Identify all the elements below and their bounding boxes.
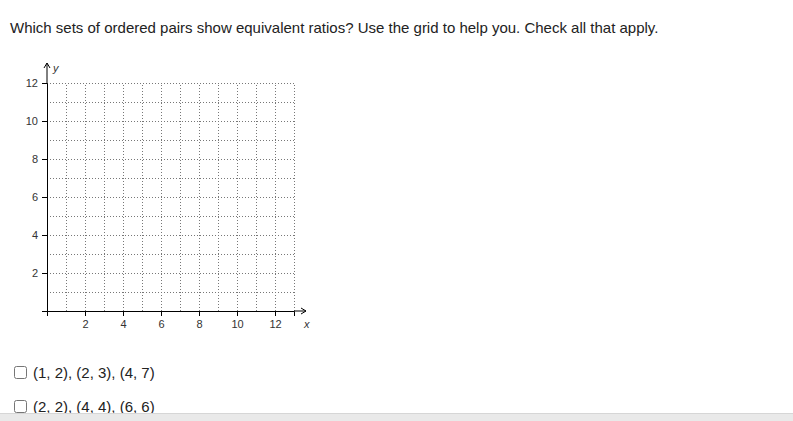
tick: 12 <box>26 77 47 89</box>
tick-label: 12 <box>26 77 38 89</box>
tick-label: 6 <box>32 191 38 203</box>
y-axis: 2 4 6 8 10 12 <box>26 77 48 311</box>
tick-label: 12 <box>269 318 281 330</box>
x-axis-title: x <box>303 318 310 330</box>
x-axis: 2 4 6 8 10 12 <box>48 311 295 330</box>
y-grid-line <box>47 197 294 198</box>
y-minor-grid-line <box>47 140 294 141</box>
tick-label: 2 <box>32 267 38 279</box>
tick: 4 <box>32 229 47 241</box>
tick-mark <box>42 121 47 122</box>
question-text: Which sets of ordered pairs show equival… <box>10 19 658 36</box>
tick-label: 6 <box>158 318 164 330</box>
tick-mark <box>42 235 47 236</box>
tick: 6 <box>158 311 164 330</box>
x-grid-line <box>199 83 200 311</box>
tick-label: 2 <box>82 318 88 330</box>
coordinate-grid: 2 4 6 8 10 12 2 4 6 8 10 12 y x <box>0 0 793 421</box>
tick-mark <box>237 311 238 316</box>
tick-label: 4 <box>120 318 126 330</box>
axis-arrows <box>44 63 306 314</box>
y-grid-line <box>47 121 294 122</box>
tick-label: 4 <box>32 229 38 241</box>
x-minor-grid-line <box>142 83 143 311</box>
axis-line <box>42 84 48 312</box>
y-grid-line <box>47 159 294 160</box>
tick: 8 <box>196 311 202 330</box>
answer-option[interactable]: (1, 2), (2, 3), (4, 7) <box>14 364 155 381</box>
tick: 8 <box>32 153 47 165</box>
x-axis-arrow <box>301 308 306 314</box>
axis-line <box>48 312 295 317</box>
y-minor-grid-line <box>47 102 294 103</box>
tick: 12 <box>269 311 281 330</box>
tick-mark <box>275 311 276 316</box>
tick: 10 <box>26 115 47 127</box>
y-axis-extension <box>47 63 48 83</box>
tick-mark <box>123 311 124 316</box>
tick-label: 10 <box>26 115 38 127</box>
grid <box>47 83 294 311</box>
tick-mark <box>42 197 47 198</box>
tick-mark <box>199 311 200 316</box>
y-axis-title: y <box>52 62 60 74</box>
tick-mark <box>42 159 47 160</box>
tick-mark <box>161 311 162 316</box>
tick: 2 <box>82 311 88 330</box>
y-grid-line <box>47 273 294 274</box>
tick: 6 <box>32 191 47 203</box>
tick-mark <box>42 83 47 84</box>
option-text: (1, 2), (2, 3), (4, 7) <box>33 364 155 381</box>
checkbox[interactable] <box>14 400 27 413</box>
footer-bar <box>0 413 793 421</box>
tick: 10 <box>231 311 243 330</box>
tick: 4 <box>120 311 126 330</box>
y-grid-line <box>47 235 294 236</box>
y-minor-grid-line <box>47 178 294 179</box>
tick-label: 10 <box>231 318 243 330</box>
tick: 2 <box>32 267 47 279</box>
plot-frame <box>47 83 294 311</box>
tick-mark <box>42 273 47 274</box>
tick-label: 8 <box>32 153 38 165</box>
x-minor-grid-line <box>256 83 257 311</box>
y-minor-grid-line <box>47 216 294 217</box>
x-grid-line <box>85 83 86 311</box>
tick-mark <box>85 311 86 316</box>
tick-label: 8 <box>196 318 202 330</box>
y-minor-grid-line <box>47 292 294 293</box>
y-axis-arrow <box>44 63 50 68</box>
y-minor-grid-line <box>47 254 294 255</box>
checkbox[interactable] <box>14 366 27 379</box>
x-axis-extension <box>294 311 306 312</box>
